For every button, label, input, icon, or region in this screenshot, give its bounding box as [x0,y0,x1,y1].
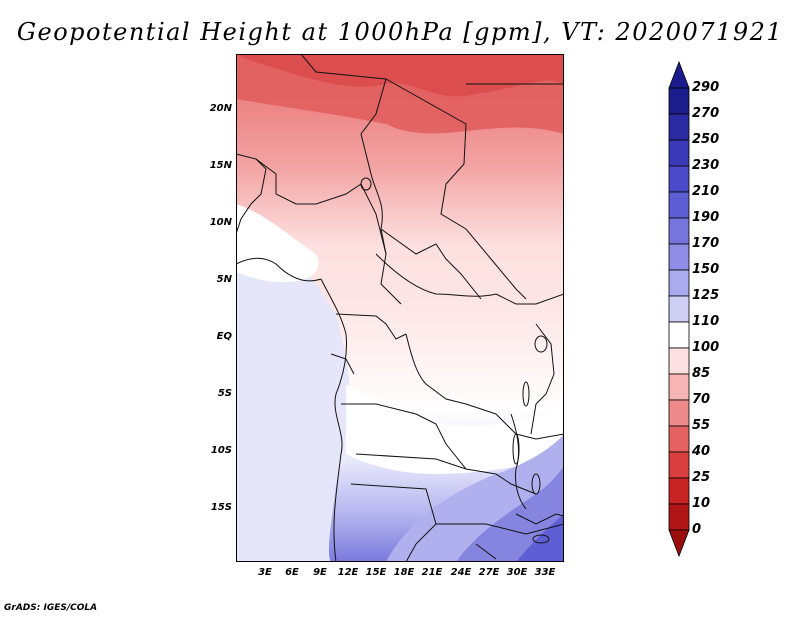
lon-label-18e: 18E [393,567,415,578]
contour-40 [236,54,564,97]
lat-label-5s: 5S [217,388,232,399]
lon-label-24e: 24E [450,567,472,578]
colorbar-label: 40 [692,444,711,459]
colorbar-label: 100 [692,340,720,355]
contour-210 [516,514,564,562]
colorbar [668,60,690,558]
colorbar-segment [668,243,690,271]
lon-label-30e: 30E [506,567,528,578]
colorbar-label: 150 [692,262,720,277]
colorbar-segment [668,451,690,479]
colorbar-segment [668,477,690,505]
chart-title: Geopotential Height at 1000hPa [gpm], VT… [16,18,784,46]
colorbar-label: 210 [692,184,720,199]
lat-label-15n: 15N [209,160,232,171]
lon-label-33e: 33E [534,567,556,578]
colorbar-label: 290 [692,80,720,95]
colorbar-segment [668,269,690,297]
lat-label-10s: 10S [210,445,232,456]
colorbar-label: 0 [692,522,702,537]
country-borders [236,54,564,562]
colorbar-label: 110 [692,314,720,329]
lon-label-27e: 27E [478,567,500,578]
contour-190 [456,466,564,562]
colorbar-label: 170 [692,236,720,251]
lat-label-10n: 10N [209,217,232,228]
lon-label-6e: 6E [285,567,299,578]
colorbar-label: 230 [692,158,720,173]
colorbar-label: 125 [692,288,720,303]
colorbar-segment [668,425,690,453]
colorbar-segment [668,295,690,323]
colorbar-segment [668,87,690,115]
lon-label-21e: 21E [421,567,443,578]
colorbar-label: 270 [692,106,720,121]
colorbar-top-arrow [668,60,690,89]
lat-label-15s: 15S [210,502,232,513]
ocean-field [236,264,351,562]
colorbar-segment [668,399,690,427]
lon-label-3e: 3E [258,567,272,578]
colorbar-bottom-arrow [668,529,690,558]
contour-110-central [346,384,564,474]
map-panel [236,54,564,562]
colorbar-segment [668,113,690,141]
colorbar-segment [668,165,690,193]
lake-outlines [360,177,550,544]
lat-label-eq: EQ [216,331,232,342]
colorbar-label: 70 [692,392,711,407]
colorbar-label: 55 [692,418,711,433]
map-frame [236,54,564,562]
colorbar-label: 85 [692,366,711,381]
lon-label-9e: 9E [313,567,327,578]
colorbar-segment [668,217,690,245]
colorbar-label: 25 [692,470,711,485]
software-credit: GrADS: IGES/COLA [4,603,98,613]
colorbar-label: 10 [692,496,711,511]
colorbar-segment [668,347,690,375]
colorbar-segment [668,139,690,167]
lat-label-5n: 5N [216,274,232,285]
contour-110-west [236,204,319,283]
colorbar-segment [668,321,690,349]
lat-label-20n: 20N [209,103,232,114]
geopotential-map [236,54,564,562]
colorbar-segment [668,503,690,531]
colorbar-segment [668,191,690,219]
colorbar-label: 190 [692,210,720,225]
lon-label-15e: 15E [365,567,387,578]
colorbar-segment [668,373,690,401]
lon-label-12e: 12E [337,567,359,578]
colorbar-label: 250 [692,132,720,147]
